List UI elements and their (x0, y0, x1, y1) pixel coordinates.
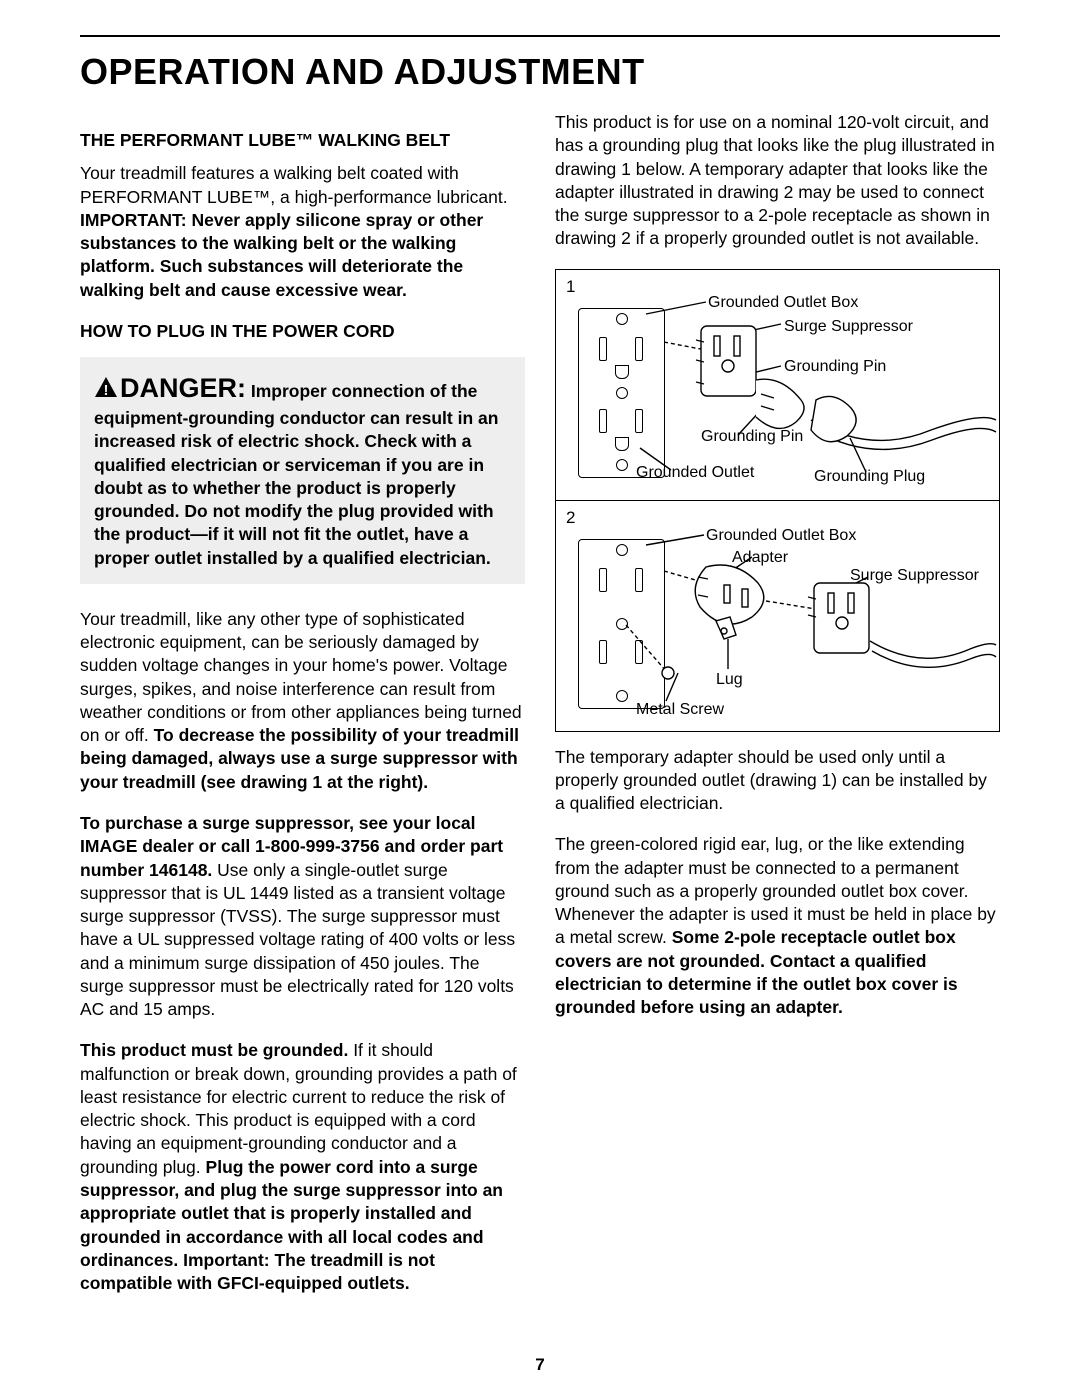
label-lug: Lug (716, 669, 743, 690)
label-surge-suppressor-1: Surge Suppressor (784, 316, 913, 337)
belt-paragraph: Your treadmill features a walking belt c… (80, 162, 525, 302)
left-column: THE PERFORMANT LUBE™ WALKING BELT Your t… (80, 111, 525, 1313)
label-adapter: Adapter (732, 547, 788, 568)
temp-adapter-paragraph: The temporary adapter should be used onl… (555, 746, 1000, 816)
top-rule (80, 35, 1000, 37)
danger-body: Improper connection of the equipment-gro… (94, 381, 498, 568)
label-surge-suppressor-2: Surge Suppressor (850, 565, 979, 586)
warning-triangle-icon: ! (94, 376, 118, 404)
page-title: OPERATION AND ADJUSTMENT (80, 51, 1000, 93)
danger-lead: DANGER: (120, 373, 246, 403)
label-grounding-pin-a: Grounding Pin (784, 356, 886, 377)
plug-subhead: HOW TO PLUG IN THE POWER CORD (80, 320, 525, 343)
right-column: This product is for use on a nominal 120… (555, 111, 1000, 1313)
belt-subhead: THE PERFORMANT LUBE™ WALKING BELT (80, 129, 525, 152)
two-column-layout: THE PERFORMANT LUBE™ WALKING BELT Your t… (80, 111, 1000, 1313)
label-grounding-plug: Grounding Plug (814, 466, 925, 487)
label-grounded-outlet-box-1: Grounded Outlet Box (708, 292, 858, 313)
grounded-paragraph: This product must be grounded. If it sho… (80, 1039, 525, 1295)
wiring-figure: 1 (555, 269, 1000, 732)
lug-paragraph: The green-colored rigid ear, lug, or the… (555, 833, 1000, 1019)
figure-panel-1: 1 (556, 270, 999, 500)
label-grounded-outlet-box-2: Grounded Outlet Box (706, 525, 856, 546)
purchase-text: Use only a single-outlet surge suppresso… (80, 860, 515, 1020)
purchase-paragraph: To purchase a surge suppressor, see your… (80, 812, 525, 1021)
page-number: 7 (535, 1355, 544, 1375)
figure-panel-2: 2 (556, 500, 999, 731)
belt-important: IMPORTANT: Never apply silicone spray or… (80, 210, 483, 300)
label-grounding-pin-b: Grounding Pin (701, 426, 803, 447)
grounded-lead: This product must be grounded. (80, 1040, 348, 1060)
svg-text:!: ! (104, 382, 109, 398)
circuit-paragraph: This product is for use on a nominal 120… (555, 111, 1000, 251)
grounded-bold: Plug the power cord into a surge suppres… (80, 1157, 503, 1293)
label-grounded-outlet: Grounded Outlet (636, 462, 754, 483)
voltage-paragraph: Your treadmill, like any other type of s… (80, 608, 525, 794)
label-metal-screw: Metal Screw (636, 699, 724, 720)
belt-text: Your treadmill features a walking belt c… (80, 163, 508, 206)
danger-box: ! DANGER: Improper connection of the equ… (80, 357, 525, 584)
